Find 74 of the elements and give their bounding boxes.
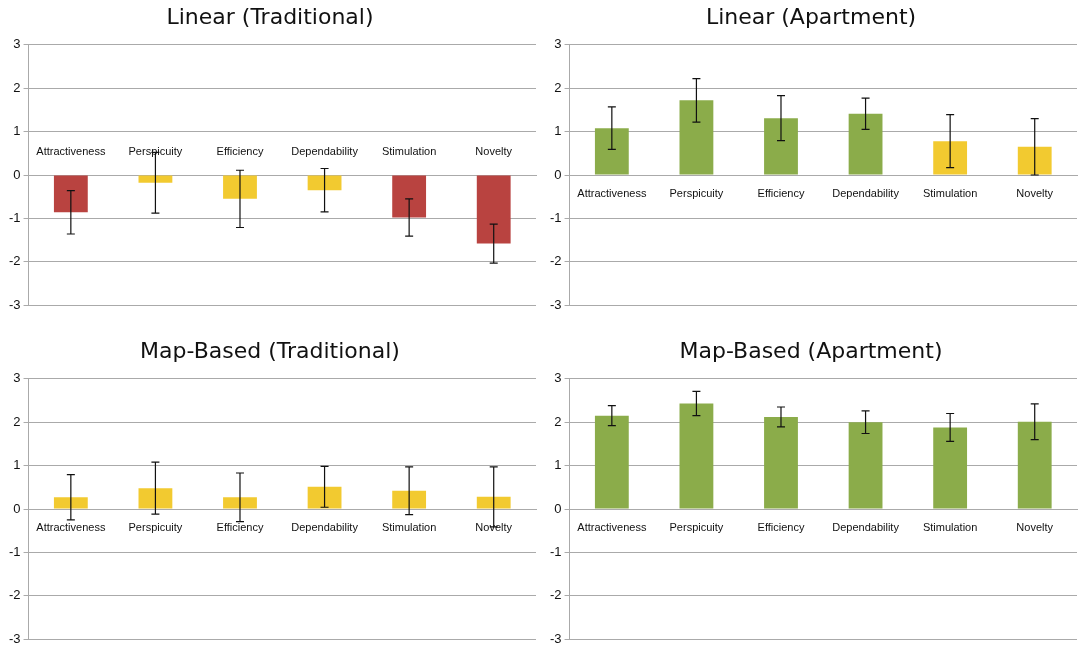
y-tick-label: -1 — [550, 209, 562, 225]
chart-title: Linear (Apartment) — [704, 3, 918, 31]
y-tick-label: 0 — [13, 500, 21, 516]
bar — [1017, 421, 1052, 509]
bar — [764, 416, 798, 509]
y-tick-label: 1 — [554, 123, 562, 139]
y-tick-label: 3 — [554, 36, 562, 52]
bar — [223, 497, 257, 509]
x-tick-label: Dependability — [832, 520, 900, 533]
x-tick-label: Perspicuity — [128, 520, 183, 533]
y-tick-label: 0 — [13, 166, 21, 182]
y-tick-label: -1 — [9, 209, 21, 225]
bar — [933, 141, 968, 175]
x-tick-label: Perspicuity — [128, 144, 183, 157]
x-tick-label: Attractiveness — [577, 186, 647, 199]
chart-title: Linear (Traditional) — [165, 3, 375, 31]
y-tick-label: -1 — [550, 543, 562, 559]
bar — [594, 415, 629, 509]
x-tick-label: Attractiveness — [36, 520, 106, 533]
y-tick-label: 2 — [13, 79, 21, 95]
y-tick-label: 2 — [554, 79, 562, 95]
x-tick-label: Novelty — [1016, 520, 1054, 533]
y-tick-label: 2 — [13, 413, 21, 429]
bar — [933, 427, 968, 509]
x-tick-label: Efficiency — [757, 186, 805, 199]
y-tick-label: -3 — [9, 296, 21, 312]
y-tick-label: 0 — [554, 500, 562, 516]
y-tick-label: -3 — [550, 630, 562, 646]
x-tick-label: Stimulation — [381, 144, 437, 157]
bar — [307, 486, 342, 509]
y-tick-label: 1 — [554, 457, 562, 473]
x-tick-label: Perspicuity — [669, 520, 724, 533]
y-tick-label: 1 — [13, 123, 21, 139]
x-tick-label: Stimulation — [381, 520, 437, 533]
y-tick-label: -2 — [550, 253, 562, 269]
x-tick-label: Dependability — [291, 520, 359, 533]
y-tick-label: 3 — [13, 370, 21, 386]
x-tick-label: Efficiency — [757, 520, 805, 533]
bar — [679, 403, 714, 509]
y-tick-label: 3 — [554, 370, 562, 386]
y-tick-label: 0 — [554, 166, 562, 182]
x-tick-label: Perspicuity — [669, 186, 724, 199]
x-tick-label: Attractiveness — [36, 144, 106, 157]
bar — [53, 497, 88, 509]
bar — [848, 422, 883, 509]
bar — [392, 490, 427, 509]
x-tick-label: Dependability — [291, 144, 359, 157]
x-tick-label: Dependability — [832, 186, 900, 199]
bar — [1017, 146, 1052, 175]
chart-title: Map-Based (Apartment) — [678, 337, 944, 365]
y-tick-label: 2 — [554, 413, 562, 429]
y-tick-label: -2 — [9, 253, 21, 269]
y-tick-label: -3 — [550, 296, 562, 312]
x-tick-label: Attractiveness — [577, 520, 647, 533]
x-tick-label: Stimulation — [922, 186, 978, 199]
y-tick-label: -2 — [9, 587, 21, 603]
x-tick-label: Novelty — [475, 144, 513, 157]
bar — [138, 488, 173, 509]
y-tick-label: -2 — [550, 587, 562, 603]
y-tick-label: -3 — [9, 630, 21, 646]
chart-title: Map-Based (Traditional) — [139, 337, 401, 365]
y-tick-label: -1 — [9, 543, 21, 559]
bar — [848, 113, 883, 175]
x-tick-label: Stimulation — [922, 520, 978, 533]
x-tick-label: Efficiency — [216, 520, 264, 533]
bar — [476, 496, 511, 509]
x-tick-label: Efficiency — [216, 144, 264, 157]
x-tick-label: Novelty — [1016, 186, 1054, 199]
y-tick-label: 3 — [13, 36, 21, 52]
x-tick-label: Novelty — [475, 520, 513, 533]
bar — [764, 118, 798, 175]
bar — [679, 100, 714, 175]
y-tick-label: 1 — [13, 457, 21, 473]
bar — [594, 128, 629, 175]
